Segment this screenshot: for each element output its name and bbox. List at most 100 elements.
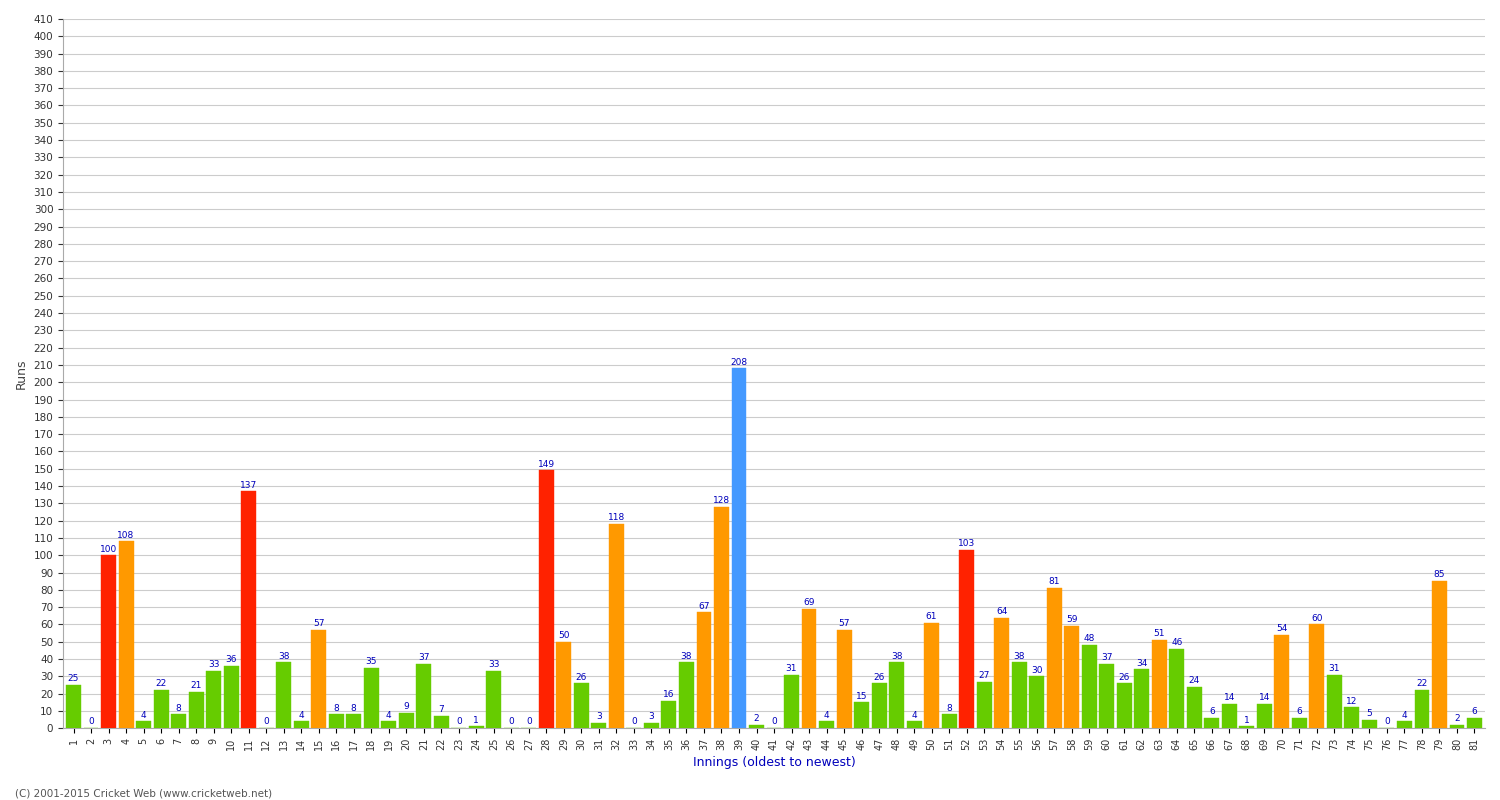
Text: 27: 27 [978,670,990,680]
Text: 137: 137 [240,481,258,490]
Text: 14: 14 [1224,694,1234,702]
Bar [206,671,220,728]
Bar [171,714,186,728]
Text: 22: 22 [156,679,166,689]
Text: 67: 67 [698,602,709,610]
Text: 7: 7 [438,706,444,714]
Text: 26: 26 [1119,673,1130,682]
Text: 1: 1 [474,716,478,725]
Text: 6: 6 [1472,707,1478,716]
Bar [958,550,974,728]
Text: 0: 0 [1384,718,1390,726]
Bar [66,685,81,728]
Bar [906,722,921,728]
Bar [1029,676,1044,728]
Text: 4: 4 [298,710,304,719]
Bar [242,491,256,728]
Text: 30: 30 [1030,666,1042,674]
Bar [1065,626,1078,728]
Bar [1047,588,1062,728]
Text: 38: 38 [1014,652,1025,661]
Bar [1239,726,1254,728]
Text: 16: 16 [663,690,675,699]
Bar [1011,662,1026,728]
Text: 8: 8 [351,704,357,713]
Text: 61: 61 [926,612,938,621]
Bar [1186,686,1202,728]
Text: 46: 46 [1172,638,1182,647]
Bar [1467,718,1482,728]
Text: 50: 50 [558,631,570,640]
Bar [1432,581,1448,728]
Bar [871,683,886,728]
Text: 22: 22 [1416,679,1428,689]
Text: 24: 24 [1188,676,1200,685]
Text: 57: 57 [839,619,850,628]
Bar [732,369,747,728]
Text: 38: 38 [681,652,692,661]
Text: 108: 108 [117,530,135,540]
Bar [1344,707,1359,728]
Bar [346,714,362,728]
Text: 2: 2 [753,714,759,723]
Bar [538,470,554,728]
Text: 3: 3 [648,712,654,722]
Text: 4: 4 [824,710,830,719]
Text: 9: 9 [404,702,410,711]
Bar [924,622,939,728]
Bar [1257,704,1272,728]
Text: 14: 14 [1258,694,1270,702]
Bar [118,542,134,728]
Bar [381,722,396,728]
Bar [100,555,116,728]
Bar [819,722,834,728]
Text: 2: 2 [1454,714,1460,723]
Bar [976,682,992,728]
Text: 0: 0 [456,718,462,726]
Text: 0: 0 [509,718,515,726]
Text: 33: 33 [209,661,219,670]
Text: 59: 59 [1066,615,1077,625]
Bar [1328,674,1342,728]
Text: 5: 5 [1366,709,1372,718]
Bar [1204,718,1219,728]
Text: 31: 31 [1329,664,1340,673]
Bar [1362,719,1377,728]
Bar [486,671,501,728]
Bar [1310,625,1324,728]
Bar [364,668,378,728]
Text: 60: 60 [1311,614,1323,622]
Bar [662,701,676,728]
Text: 37: 37 [1101,654,1113,662]
Text: 6: 6 [1209,707,1215,716]
Text: 3: 3 [596,712,602,722]
Text: 38: 38 [278,652,290,661]
Bar [1292,718,1306,728]
Bar [748,725,764,728]
Text: 128: 128 [712,496,730,505]
Y-axis label: Runs: Runs [15,358,28,389]
Text: 4: 4 [1401,710,1407,719]
Bar [1100,664,1114,728]
Bar [1170,649,1184,728]
Bar [574,683,590,728]
Bar [224,666,238,728]
Bar [942,714,957,728]
Text: 31: 31 [786,664,798,673]
Bar [1082,645,1096,728]
X-axis label: Innings (oldest to newest): Innings (oldest to newest) [693,756,855,769]
Text: 57: 57 [314,619,324,628]
Text: 8: 8 [946,704,952,713]
Bar [1449,725,1464,728]
Text: 36: 36 [225,655,237,664]
Bar [680,662,694,728]
Text: 0: 0 [88,718,94,726]
Bar [312,630,326,728]
Text: (C) 2001-2015 Cricket Web (www.cricketweb.net): (C) 2001-2015 Cricket Web (www.cricketwe… [15,788,272,798]
Bar [644,723,658,728]
Bar [470,726,484,728]
Text: 12: 12 [1346,697,1358,706]
Bar [556,642,572,728]
Text: 64: 64 [996,606,1008,616]
Bar [890,662,904,728]
